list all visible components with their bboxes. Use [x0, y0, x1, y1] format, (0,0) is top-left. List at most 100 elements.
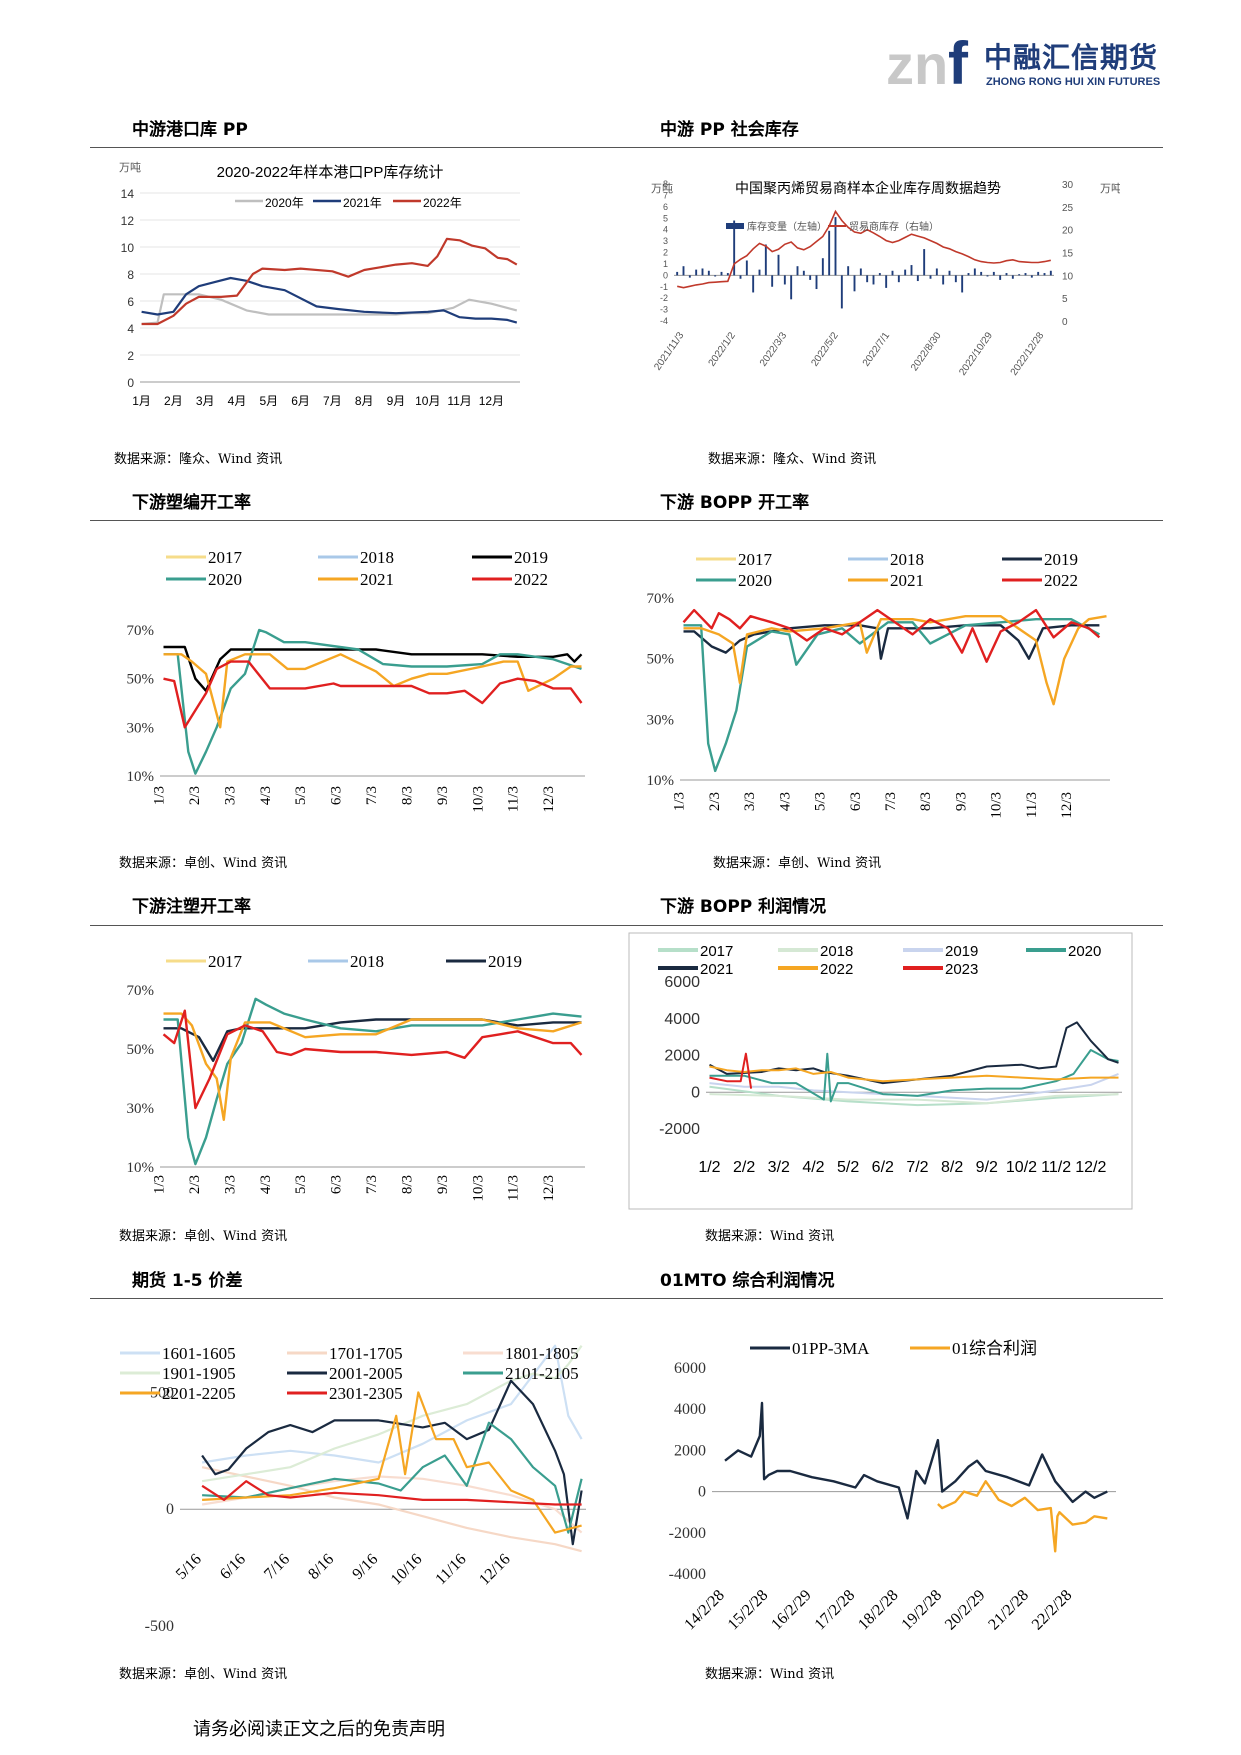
bar: [726, 273, 729, 276]
y-tick-label: 6000: [674, 1360, 706, 1377]
bar: [1018, 274, 1021, 276]
source-note: 数据来源：隆众、Wind 资讯: [708, 452, 877, 467]
x-tick-label: 12月: [479, 394, 504, 408]
bar: [1005, 273, 1008, 276]
legend-label: 01综合利润: [952, 1339, 1037, 1358]
x-tick-label: 15/2/28: [725, 1587, 772, 1634]
y-tick-label: 10: [121, 241, 135, 255]
series-line-01综合利润: [937, 1480, 1108, 1553]
x-tick-label: 12/2: [1075, 1159, 1106, 1176]
x-tick-label: 12/16: [476, 1551, 514, 1589]
company-name-cn: 中融汇信期货: [984, 41, 1159, 74]
bar: [714, 275, 717, 277]
series-line-2019: [163, 645, 583, 692]
source-note: 数据来源：卓创、Wind 资讯: [119, 856, 288, 871]
legend-label: 2019: [945, 943, 978, 960]
y-tick-label: -4000: [669, 1566, 706, 1583]
x-tick-label: 18/2/28: [855, 1587, 902, 1634]
bar: [992, 271, 995, 276]
y-tick-label: 6000: [664, 974, 700, 991]
series-line-2021: [163, 1012, 582, 1121]
source-note: 数据来源：卓创、Wind 资讯: [119, 1229, 288, 1244]
series-line-2301-2305: [201, 1480, 582, 1506]
bar: [821, 258, 824, 276]
x-tick-label: 4/2: [802, 1159, 824, 1176]
chart-port-inventory: 2020-2022年样本港口PP库存统计 万吨 0 2 4 6 8 10 12 14 1月 2月 3月 4…: [110, 155, 590, 420]
x-tick-label: 2022/3/3: [758, 330, 790, 369]
series-line-2201-2205: [202, 1391, 582, 1534]
x-tick-label: 3月: [196, 394, 215, 408]
legend-label: 2019: [1044, 550, 1078, 569]
x-tick-label: 9月: [387, 394, 406, 408]
legend-label: 2017: [738, 550, 773, 569]
bar: [834, 217, 837, 276]
company-name-en: ZHONG RONG HUI XIN FUTURES: [986, 76, 1161, 88]
bar: [739, 275, 742, 279]
source-note: 数据来源：Wind 资讯: [705, 1667, 835, 1682]
bar: [885, 275, 888, 288]
y-tick-label: 10%: [127, 1160, 155, 1176]
y-axis-unit: 万吨: [119, 161, 141, 174]
x-tick-label: 12/3: [1059, 792, 1075, 819]
y-tick-label: 50%: [127, 672, 155, 688]
x-tick-label: 7/3: [364, 1175, 380, 1194]
x-tick-label: 4/3: [777, 792, 793, 811]
y-axis-unit-right: 万吨: [1100, 182, 1120, 195]
series-line-2020: [163, 628, 582, 775]
x-tick-label: 4/3: [258, 786, 274, 805]
bar: [986, 275, 989, 277]
x-tick-label: 1月: [132, 394, 151, 408]
y-tick-label-left: 6: [663, 202, 668, 212]
y-tick-label: 10%: [647, 773, 675, 789]
legend-label: 2017: [700, 943, 733, 960]
x-tick-label: 12/3: [541, 786, 557, 813]
y-tick-label-right: 10: [1062, 271, 1074, 282]
x-tick-label: 20/2/29: [942, 1587, 989, 1634]
y-tick-label: 4: [127, 322, 134, 336]
y-tick-label-right: 25: [1062, 203, 1074, 214]
bar: [980, 271, 983, 276]
bar: [910, 265, 913, 276]
x-tick-label: 6月: [291, 394, 310, 408]
legend-label: 库存变量（左轴）: [747, 220, 827, 233]
y-axis-unit-left: 万吨: [651, 182, 673, 195]
bar: [777, 254, 780, 276]
source-note: 数据来源：卓创、Wind 资讯: [119, 1667, 288, 1682]
y-tick-label: 30%: [647, 712, 675, 728]
x-tick-label: 10/3: [470, 1175, 486, 1202]
x-tick-label: 16/2/29: [768, 1587, 815, 1634]
legend-label: 2019: [488, 952, 522, 971]
x-tick-label: 2月: [164, 394, 183, 408]
bar: [828, 230, 831, 276]
y-tick-label: -2000: [669, 1525, 706, 1542]
source-note: 数据来源：隆众、Wind 资讯: [114, 452, 283, 467]
x-tick-label: 2022/7/1: [861, 330, 893, 369]
section-title-woven-rate: 下游塑编开工率: [132, 493, 251, 513]
bar: [688, 275, 691, 278]
x-tick-label: 8/3: [399, 1175, 415, 1194]
x-tick-label: 7月: [323, 394, 342, 408]
x-tick-label: 6/3: [329, 1175, 345, 1194]
bar: [720, 271, 723, 276]
x-tick-label: 9/2: [976, 1159, 998, 1176]
y-tick-label-left: 0: [663, 270, 668, 280]
legend-label: 2022年: [423, 196, 462, 210]
series-line-2022: [163, 660, 583, 729]
x-tick-label: 7/16: [261, 1551, 293, 1583]
bar: [695, 269, 698, 276]
bar: [891, 270, 894, 276]
bar: [1043, 273, 1046, 276]
chart-bopp-rate: 10% 30% 50% 70% 1/3 2/3 3/3 4/3 5/3 6/3 7/3 8/3 9/3 1…: [640, 530, 1120, 835]
chart-woven-rate: 10% 30% 50% 70% 1/3 2/3 3/3 4/3 5/3 6/3 7/3 8/3 9/3 1…: [110, 530, 590, 835]
x-tick-label: 2022/10/29: [957, 330, 995, 378]
x-tick-label: 8/3: [918, 792, 934, 811]
chart-title: 2020-2022年样本港口PP库存统计: [217, 164, 444, 181]
bar: [853, 275, 856, 292]
bar: [745, 260, 748, 276]
chart-svg: 2020-2022年样本港口PP库存统计 万吨 0 2 4 6 8 10 12 14 1月 2月 3月 4…: [119, 161, 520, 408]
x-tick-label: 2021/11/3: [652, 330, 686, 373]
x-tick-label: 5/3: [813, 792, 829, 811]
y-tick-label-left: 2: [663, 248, 668, 258]
y-tick-label-left: 1: [663, 259, 668, 269]
svg-text:f: f: [948, 30, 969, 97]
